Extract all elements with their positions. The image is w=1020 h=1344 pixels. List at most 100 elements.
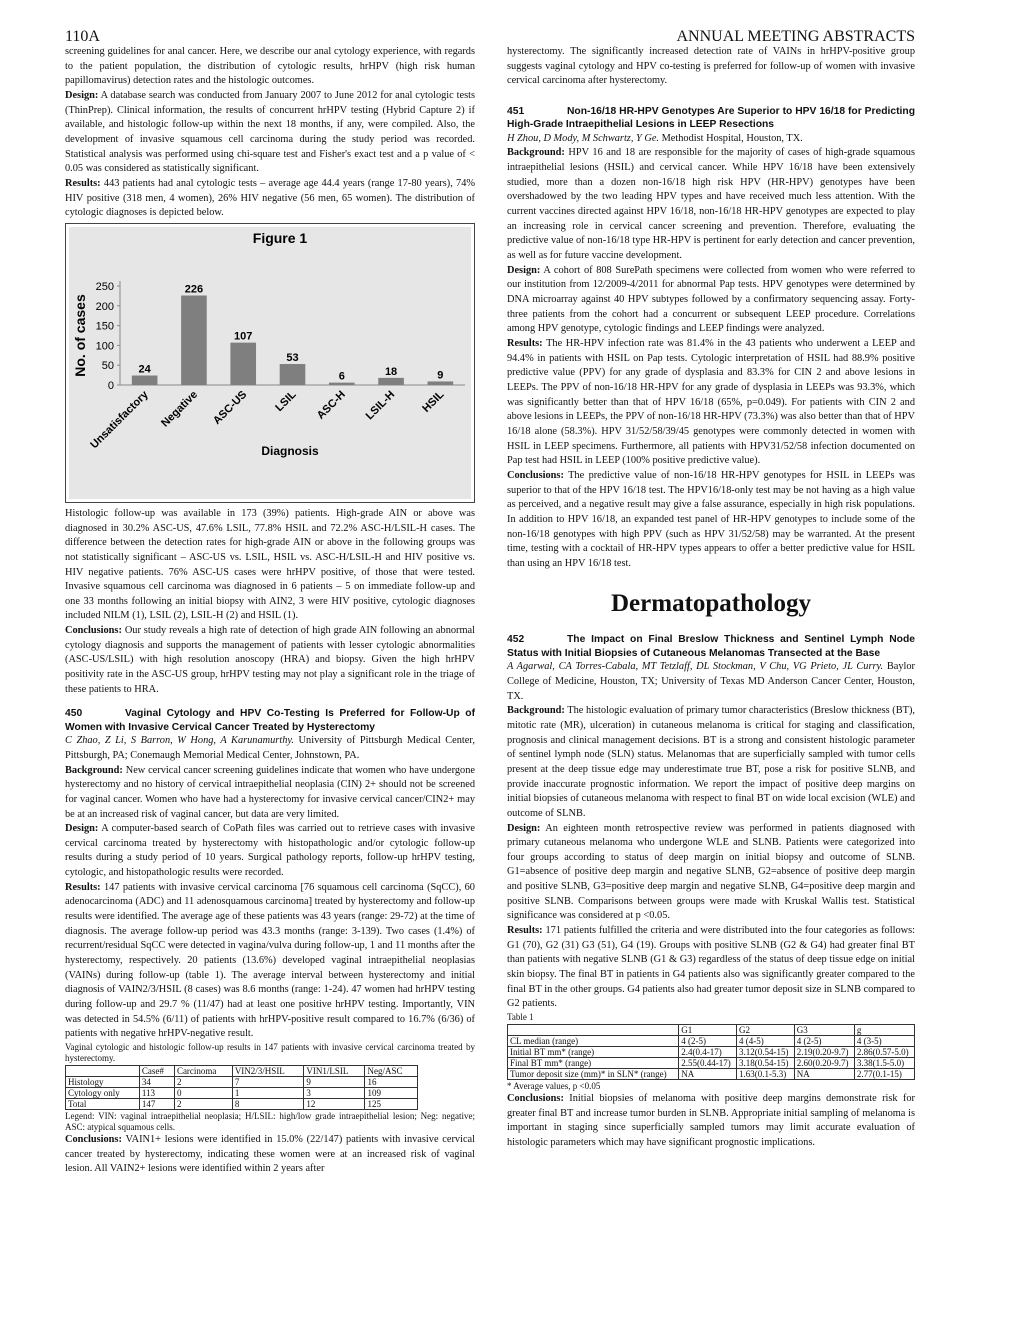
table-row: Case# Carcinoma VIN2/3/HSIL VIN1/LSIL Neg/AS… (65, 1065, 418, 1077)
text: Results: (65, 177, 101, 189)
table-cell: 3.12(0.54-15) (736, 1046, 795, 1059)
y-tick-label: 200 (96, 301, 114, 313)
text: New cervical cancer screening guidelines… (65, 764, 475, 820)
x-axis-label: Diagnosis (261, 444, 319, 458)
data-label: 53 (286, 352, 298, 364)
text: Baylor College of Medicine, Houston, TX;… (507, 661, 915, 702)
table-cell: 1.63(0.1-5.3) (736, 1068, 795, 1081)
text: Background: (507, 705, 565, 717)
text: A computer-based search of CoPath files … (65, 823, 475, 879)
table-cell: 125 (364, 1098, 418, 1110)
data-label: 18 (385, 366, 397, 378)
text: Table 1 (507, 1012, 534, 1023)
table-cell: Neg/ASC (364, 1065, 418, 1077)
text: Results: 443 patients had anal cytologic… (65, 177, 475, 221)
table: G1 G2 G3 g CL median (range) 4 (2-5) 4 (4-5) 4 … (506, 1024, 916, 1081)
text: screening guidelines for anal cancer. He… (65, 46, 475, 87)
text: VAIN1+ lesions were identified in 15.0% … (65, 1134, 476, 1175)
text: Results: 147 patients with invasive cerv… (65, 881, 475, 1042)
bar (427, 381, 454, 385)
text: The Impact on Final Breslow Thickness an… (507, 634, 915, 659)
text: 452 (507, 634, 525, 646)
text: A cohort of 808 SurePath specimens were … (507, 264, 915, 335)
text: * Average values, p <0.05 (507, 1081, 601, 1092)
text: 452 The Impact on Final Breslow Thickness… (507, 633, 915, 660)
table-row: Final BT mm* (range) 2.55(0.44-17) 3.18(0.… (506, 1057, 916, 1070)
table-cell: Cytology only (65, 1087, 140, 1099)
table-cell: VIN1/LSIL (303, 1065, 366, 1077)
text: Conclusions: VAIN1+ lesions were identif… (65, 1133, 475, 1177)
table-cell: Carcinoma (173, 1065, 233, 1077)
table-cell: 8 (231, 1098, 305, 1110)
bar (131, 375, 158, 385)
table-cell (65, 1065, 140, 1077)
left-column: screening guidelines for anal cancer. He… (65, 45, 475, 1177)
text: Design: A computer-based search of CoPat… (65, 822, 475, 881)
text: Results: (65, 881, 101, 893)
table-cell (506, 1024, 680, 1037)
table-cell: Tumor deposit size (mm)* in SLN* (range) (506, 1068, 680, 1081)
text: 450 (65, 708, 83, 720)
table-cell: 4 (2-5) (678, 1035, 737, 1048)
table-cell: 2.60(0.20-9.7) (793, 1057, 855, 1070)
text: 171 patients fulfilled the criteria and … (507, 925, 915, 1010)
bar (230, 342, 257, 385)
text: Vaginal cytologic and histologic follow-… (65, 1042, 475, 1063)
y-tick-label: 150 (96, 320, 114, 332)
table-cell: Histology (65, 1076, 140, 1088)
bar (279, 363, 306, 385)
text: 451 (507, 105, 525, 117)
table-cell: VIN2/3/HSIL (231, 1065, 305, 1077)
table-row: CL median (range) 4 (2-5) 4 (4-5) 4 (2-5) 4 … (506, 1035, 916, 1048)
table-cell: 2.55(0.44-17) (678, 1057, 737, 1070)
text: Background: The histologic evaluation of… (507, 704, 915, 821)
text: An eighteen month retrospective review w… (507, 822, 915, 922)
data-label: 107 (234, 331, 252, 343)
table-cell: 2.77(0.1-15) (853, 1068, 916, 1081)
text: HPV 16 and 18 are responsible for the ma… (507, 147, 916, 262)
table-cell: G2 (736, 1024, 795, 1037)
text: Background: (65, 764, 123, 776)
y-tick-label: 250 (96, 281, 114, 293)
table-cell: 7 (231, 1076, 305, 1088)
table-cell: 16 (364, 1076, 418, 1088)
y-axis-label: No. of cases (72, 294, 88, 377)
table-row: Tumor deposit size (mm)* in SLN* (range)… (506, 1068, 916, 1081)
table-cell: 4 (2-5) (793, 1035, 855, 1048)
text: A database search was conducted from Jan… (65, 89, 476, 175)
text: Vaginal Cytology and HPV Co-Testing Is P… (65, 708, 475, 733)
text: Legend: VIN: vaginal intraepithelial neo… (65, 1111, 475, 1132)
text: The histologic evaluation of primary tum… (507, 705, 915, 819)
text: Background: (507, 147, 565, 159)
table-row: Histology 34 2 7 9 16 (65, 1076, 418, 1088)
bar (181, 295, 207, 385)
table-cell: 34 (138, 1076, 175, 1088)
text: Dermatopathology (611, 590, 811, 618)
table-cell: 113 (138, 1087, 175, 1099)
table-cell: 3.38(1.5-5.0) (853, 1057, 916, 1070)
text: Design: A database search was conducted … (65, 89, 475, 177)
text: Results: (507, 925, 543, 937)
data-label: 6 (339, 370, 345, 382)
table-cell: Initial BT mm* (range) (506, 1046, 680, 1059)
text: Background: HPV 16 and 18 are responsibl… (507, 146, 915, 263)
table-row: Total 147 2 8 12 125 (65, 1098, 418, 1110)
text: Non-16/18 HR-HPV Genotypes Are Superior … (507, 105, 915, 131)
text: The HR-HPV infection rate was 81.4% in t… (507, 337, 915, 467)
text: Design: (507, 822, 541, 834)
table-cell: 2 (173, 1098, 233, 1110)
table-row: Cytology only 113 0 1 3 109 (65, 1087, 418, 1099)
text: Histologic follow-up was available in 17… (65, 507, 475, 622)
table-cell: 4 (3-5) (853, 1035, 916, 1048)
bar (378, 377, 404, 385)
table-cell: CL median (range) (506, 1035, 680, 1048)
table-cell: 0 (173, 1087, 233, 1099)
table-cell: 2.19(0.20-9.7) (793, 1046, 855, 1059)
text: Design: (507, 264, 541, 276)
text: 451 Non-16/18 HR-HPV Genotypes Are Superi… (507, 105, 915, 132)
y-tick-label: 100 (96, 340, 114, 352)
text: Methodist Hospital, Houston, TX. (661, 132, 803, 144)
plot-background (69, 226, 471, 499)
table-cell: NA (678, 1068, 737, 1081)
